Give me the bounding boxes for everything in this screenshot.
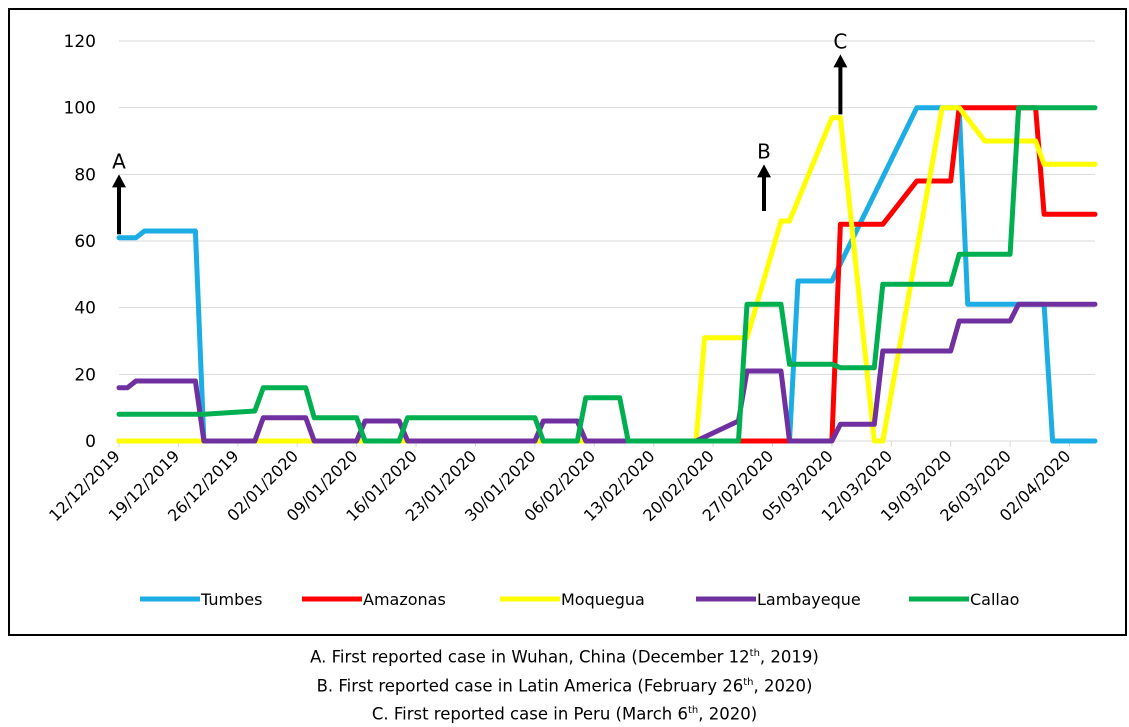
caption-line-a: A. First reported case in Wuhan, China (… [310,647,819,667]
annotation-label-b: B [757,139,771,163]
series-line-amazonas [116,105,1098,444]
caption-line-c: C. First reported case in Peru (March 6t… [371,704,758,724]
annotation-arrow-head [112,174,126,188]
annotation-arrow-head [757,164,772,178]
x-axis-ticks: 12/12/201919/12/201926/12/201902/01/2020… [45,441,1074,525]
gridlines [119,40,1095,375]
y-tick-label: 20 [74,365,96,385]
legend-label-callao: Callao [970,590,1019,609]
series-line-tumbes [116,105,1098,444]
annotations: A B C [112,29,848,235]
y-axis-ticks: 0 20 40 60 80 100 120 [64,32,96,452]
y-tick-label: 100 [64,99,96,119]
series-line-moquegua [116,105,1098,444]
chart-frame: 0 20 40 60 80 100 120 12/12/2019 19/12/2019 26/1… [8,8,1127,636]
legend-label-amazonas: Amazonas [363,590,446,609]
legend-label-moquegua: Moquegua [561,590,645,609]
annotation-label-c: C [833,29,847,53]
annotation-arrow-head [833,54,848,68]
y-tick-label: 40 [74,299,96,319]
y-tick-label: 120 [64,32,96,52]
legend-label-tumbes: Tumbes [200,590,262,609]
annotation-label-a: A [112,149,126,173]
caption-line-b: B. First reported case in Latin America … [316,676,813,695]
series-line-lambayeque [116,301,1098,444]
y-tick-label: 80 [74,165,96,185]
legend-label-lambayeque: Lambayeque [757,590,861,609]
series-lines [116,105,1098,444]
series-line-callao [116,105,1098,444]
y-tick-label: 0 [85,432,96,452]
legend: Tumbes Amazonas Moquegua Lambayeque Callao [140,590,1019,609]
caption: A. First reported case in Wuhan, China (… [0,641,1129,727]
y-tick-label: 60 [74,232,96,252]
line-chart: 0 20 40 60 80 100 120 12/12/201919/12/201926/1… [45,29,1098,609]
